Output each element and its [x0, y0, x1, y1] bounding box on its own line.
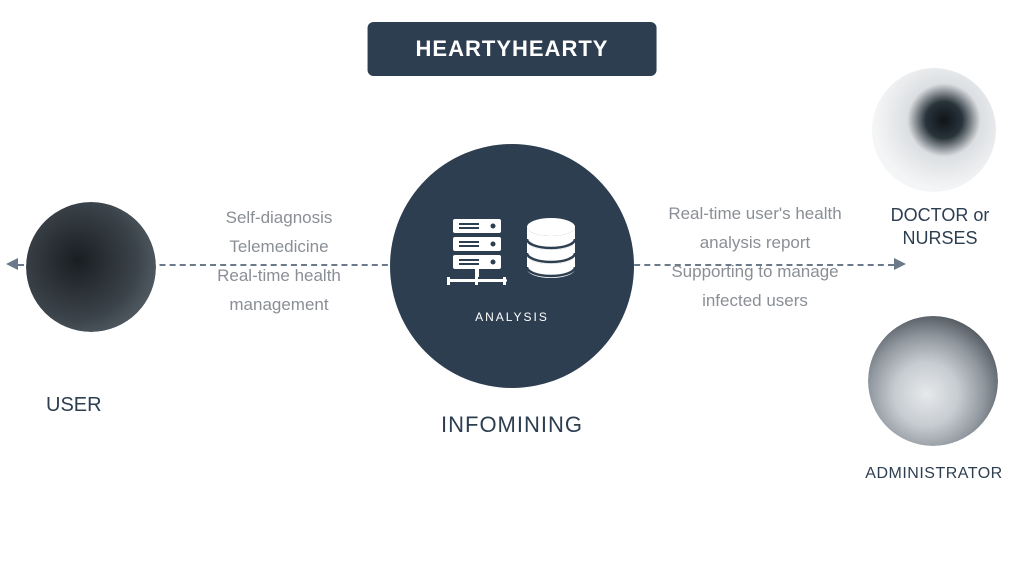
- doctor-label-line2: NURSES: [902, 228, 977, 248]
- center-node: ANALYSIS: [390, 144, 634, 388]
- flow-left-line: management: [174, 291, 384, 320]
- title-text: HEARTYHEARTY: [416, 36, 609, 61]
- arrow-head-left: [6, 258, 18, 270]
- arrow-head-right: [894, 258, 906, 270]
- diagram-canvas: HEARTYHEARTY: [0, 0, 1024, 576]
- database-icon: [523, 217, 579, 292]
- flow-left-line: Telemedicine: [174, 233, 384, 262]
- doctor-avatar: [872, 68, 996, 192]
- flow-right-line: infected users: [640, 287, 870, 316]
- flow-right-line: Supporting to manage: [640, 258, 870, 287]
- flow-left-line: Self-diagnosis: [174, 204, 384, 233]
- user-avatar-image: [26, 202, 156, 332]
- center-icon-group: [445, 217, 579, 292]
- doctor-label-line1: DOCTOR or: [891, 205, 990, 225]
- user-label: USER: [46, 392, 102, 418]
- admin-label: ADMINISTRATOR: [854, 464, 1014, 485]
- server-rack-icon: [445, 217, 509, 292]
- flow-text-left: Self-diagnosis Telemedicine Real-time he…: [174, 204, 384, 320]
- flow-right-line: Real-time user's health: [640, 200, 870, 229]
- admin-avatar-image: [868, 316, 998, 446]
- user-avatar: [26, 202, 156, 332]
- center-subtitle: INFOMINING: [441, 412, 583, 438]
- doctor-label: DOCTOR or NURSES: [870, 204, 1010, 251]
- flow-text-right: Real-time user's health analysis report …: [640, 200, 870, 316]
- flow-left-line: Real-time health: [174, 262, 384, 291]
- center-label: ANALYSIS: [475, 310, 549, 324]
- title-badge: HEARTYHEARTY: [368, 22, 657, 76]
- doctor-avatar-image: [872, 68, 996, 192]
- flow-right-line: analysis report: [640, 229, 870, 258]
- admin-avatar: [868, 316, 998, 446]
